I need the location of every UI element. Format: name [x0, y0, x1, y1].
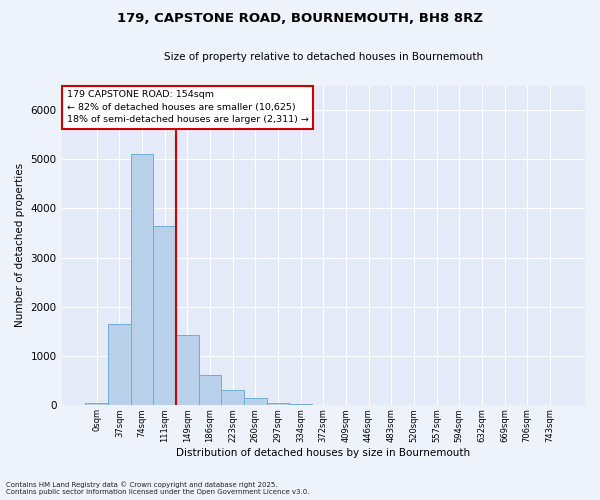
Text: Contains public sector information licensed under the Open Government Licence v3: Contains public sector information licen… [6, 489, 310, 495]
Bar [108, 324, 131, 406]
Bar [244, 398, 266, 406]
Bar [176, 335, 199, 406]
Bar [221, 390, 244, 406]
Bar [199, 375, 221, 406]
Bar [289, 404, 312, 406]
Text: 179 CAPSTONE ROAD: 154sqm
← 82% of detached houses are smaller (10,625)
18% of s: 179 CAPSTONE ROAD: 154sqm ← 82% of detac… [67, 90, 308, 124]
Text: Contains HM Land Registry data © Crown copyright and database right 2025.: Contains HM Land Registry data © Crown c… [6, 481, 277, 488]
Y-axis label: Number of detached properties: Number of detached properties [15, 164, 25, 328]
Title: Size of property relative to detached houses in Bournemouth: Size of property relative to detached ho… [164, 52, 483, 62]
Bar [154, 226, 176, 406]
Bar [85, 403, 108, 406]
Bar [131, 154, 154, 406]
X-axis label: Distribution of detached houses by size in Bournemouth: Distribution of detached houses by size … [176, 448, 470, 458]
Bar [266, 403, 289, 406]
Text: 179, CAPSTONE ROAD, BOURNEMOUTH, BH8 8RZ: 179, CAPSTONE ROAD, BOURNEMOUTH, BH8 8RZ [117, 12, 483, 26]
